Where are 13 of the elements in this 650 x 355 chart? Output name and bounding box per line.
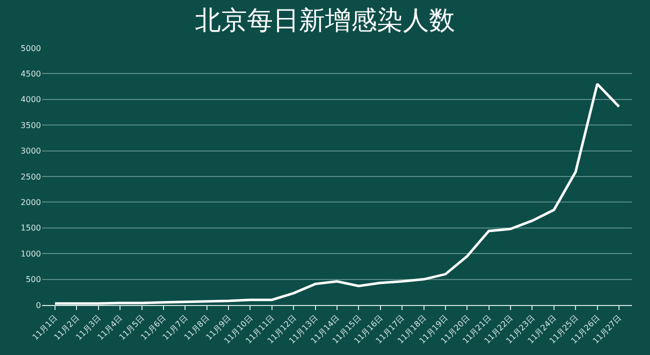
y-tick-label: 2500 [20, 172, 41, 182]
y-tick-label: 5000 [20, 44, 41, 53]
y-tick-label: 3500 [20, 120, 41, 130]
y-tick-label: 1000 [20, 249, 41, 258]
y-tick-label: 4000 [20, 95, 41, 104]
y-tick-label: 0 [36, 300, 41, 310]
chart-title: 北京每日新增感染人数 [195, 6, 455, 36]
y-tick-label: 1500 [20, 224, 41, 233]
y-tick-label: 500 [26, 275, 41, 284]
y-tick-label: 3000 [20, 146, 41, 156]
y-tick-label: 2000 [20, 198, 41, 207]
line-series [54, 82, 620, 305]
y-tick-label: 4500 [20, 70, 41, 78]
